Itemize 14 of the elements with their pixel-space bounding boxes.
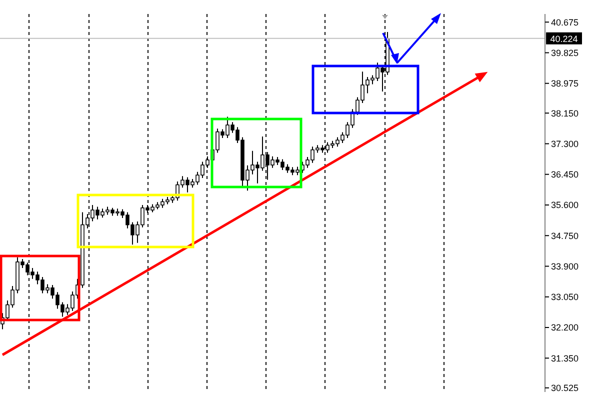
y-tick-label: 37.300 bbox=[551, 138, 579, 149]
y-tick-label: 39.825 bbox=[551, 48, 579, 58]
y-tick-label: 31.350 bbox=[551, 353, 579, 364]
y-tick-label: 35.600 bbox=[551, 200, 579, 210]
y-tick-label: 32.200 bbox=[551, 322, 579, 333]
ref-line-label: 40.224 bbox=[550, 34, 578, 44]
y-tick-label: 30.525 bbox=[551, 383, 579, 394]
y-tick-label: 40.675 bbox=[551, 17, 579, 28]
y-tick-label: 38.150 bbox=[551, 108, 579, 118]
y-tick-label: 34.750 bbox=[551, 230, 579, 241]
y-tick-label: 38.975 bbox=[551, 78, 579, 89]
y-tick-label: 36.450 bbox=[551, 170, 579, 180]
y-tick-label: 33.900 bbox=[551, 261, 579, 272]
y-tick-label: 33.050 bbox=[551, 292, 579, 302]
